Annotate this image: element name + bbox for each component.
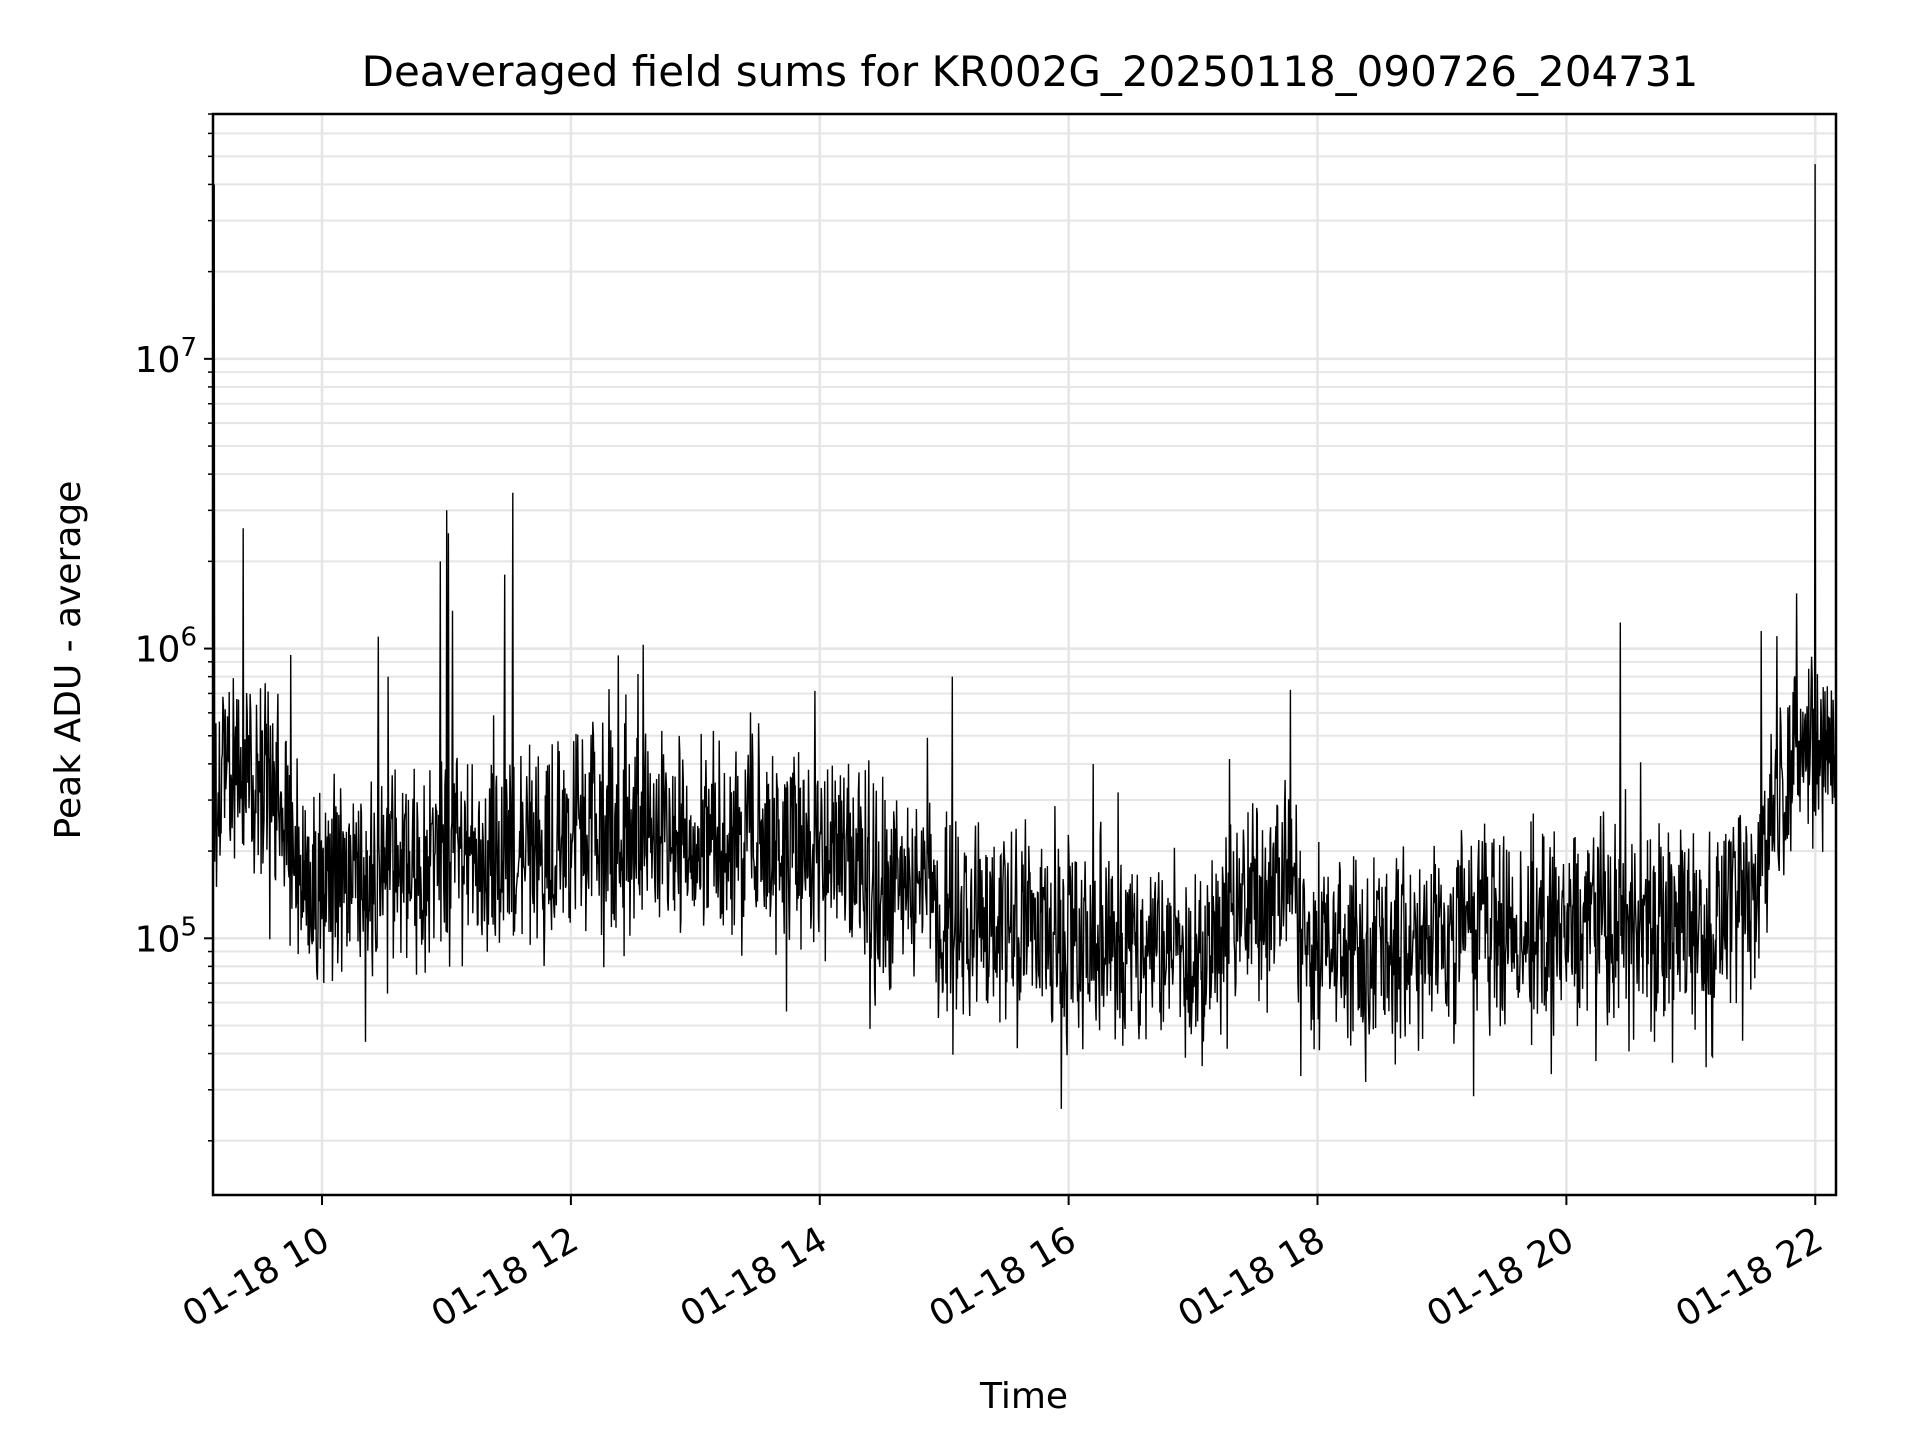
y-tick-exponent: 5 <box>180 912 197 942</box>
y-axis-label: Peak ADU - average <box>48 481 89 840</box>
chart-title: Deaveraged field sums for KR002G_2025011… <box>362 47 1699 96</box>
y-tick-label: 106 <box>135 623 197 671</box>
series-layer <box>212 164 1837 1109</box>
y-tick-base: 10 <box>135 630 181 671</box>
plot-frame <box>211 112 1838 1197</box>
y-tick-label: 105 <box>135 912 197 960</box>
x-axis-label: Time <box>979 1376 1068 1417</box>
y-tick-exponent: 6 <box>180 623 197 653</box>
y-tick-base: 10 <box>135 919 181 960</box>
y-tick-base: 10 <box>135 340 181 381</box>
data-series-line <box>212 164 1837 1109</box>
y-tick-exponent: 7 <box>180 333 197 363</box>
y-tick-label: 107 <box>135 333 197 381</box>
